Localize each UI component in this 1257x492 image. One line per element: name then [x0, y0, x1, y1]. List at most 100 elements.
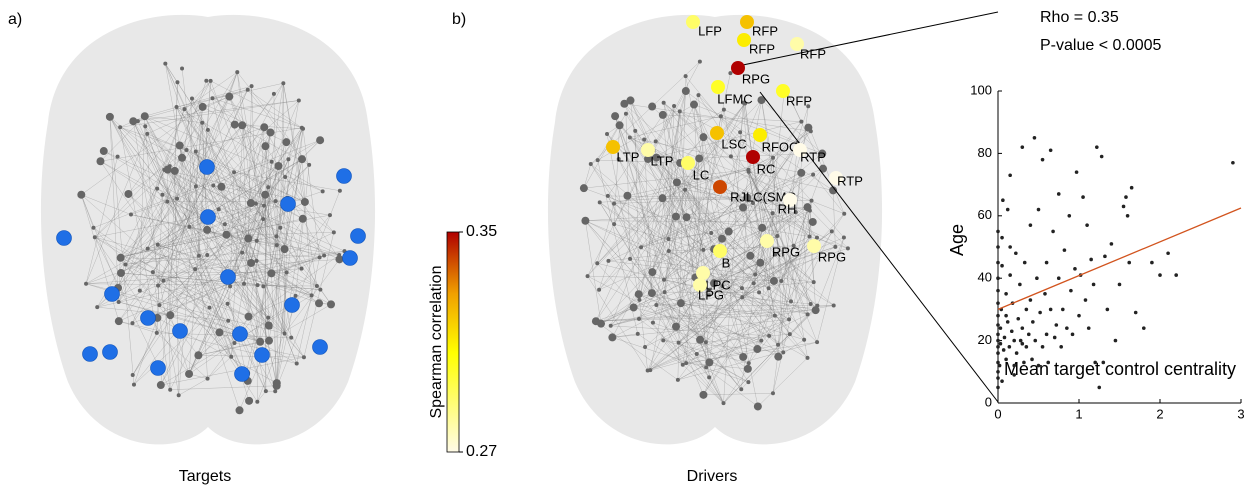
node	[799, 120, 803, 124]
node	[767, 286, 771, 290]
x-tick-label: 0	[994, 406, 1001, 421]
node	[639, 245, 643, 249]
colorbar-label: Spearman correlation	[428, 266, 445, 419]
node	[155, 331, 159, 335]
y-tick-label: 20	[978, 332, 992, 347]
point	[1025, 308, 1029, 312]
node	[77, 191, 85, 199]
target-node	[233, 327, 248, 342]
node	[93, 235, 97, 239]
driver-label: RPG	[742, 71, 770, 86]
node	[695, 154, 703, 162]
node	[177, 393, 181, 397]
node	[624, 112, 628, 116]
node	[672, 323, 680, 331]
node	[739, 387, 743, 391]
node	[266, 128, 274, 136]
node	[770, 277, 778, 285]
node	[616, 121, 624, 129]
node	[178, 154, 186, 162]
panel-label: a)	[8, 11, 22, 28]
node	[132, 383, 136, 387]
point	[1065, 326, 1069, 330]
point	[1118, 283, 1122, 287]
point	[1035, 276, 1039, 280]
node	[245, 397, 253, 405]
node	[628, 136, 632, 140]
node	[797, 169, 805, 177]
target-node	[201, 210, 216, 225]
point	[1029, 223, 1033, 227]
node	[832, 303, 836, 307]
node	[728, 71, 732, 75]
node	[194, 184, 198, 188]
point	[1134, 311, 1138, 315]
point	[1019, 339, 1023, 343]
node	[206, 128, 210, 132]
node	[210, 96, 214, 100]
node	[260, 123, 268, 131]
point	[999, 342, 1003, 346]
node	[130, 321, 134, 325]
point	[1053, 336, 1057, 340]
node	[722, 108, 726, 112]
point	[1004, 358, 1008, 362]
point	[1067, 214, 1071, 218]
node	[673, 178, 681, 186]
point	[1130, 186, 1134, 190]
node	[771, 391, 775, 395]
point	[996, 289, 1000, 293]
node	[729, 154, 733, 158]
node	[612, 222, 616, 226]
driver-label: RFOC	[762, 139, 799, 154]
node	[598, 200, 602, 204]
node	[240, 251, 244, 255]
node	[643, 345, 647, 349]
point	[1010, 329, 1014, 333]
node	[131, 373, 135, 377]
node	[200, 121, 204, 125]
point	[1022, 361, 1026, 365]
node	[651, 321, 655, 325]
node	[270, 160, 274, 164]
node	[182, 107, 186, 111]
node	[787, 317, 791, 321]
point	[1006, 320, 1010, 324]
node	[207, 306, 211, 310]
target-node	[255, 348, 270, 363]
driver-label: RFP	[786, 93, 812, 108]
target-node	[313, 340, 328, 355]
node	[318, 288, 322, 292]
point	[1021, 342, 1025, 346]
node	[229, 355, 233, 359]
point	[1025, 345, 1029, 349]
node	[776, 343, 780, 347]
y-tick-label: 0	[985, 394, 992, 409]
point	[1016, 317, 1020, 321]
node	[157, 381, 165, 389]
node	[244, 234, 252, 242]
node	[300, 126, 304, 130]
driver-label: LSC	[721, 136, 746, 151]
node	[247, 259, 255, 267]
node	[266, 316, 270, 320]
point	[1093, 361, 1097, 365]
node	[695, 352, 699, 356]
node	[124, 190, 132, 198]
node	[299, 215, 307, 223]
node	[819, 165, 827, 173]
node	[672, 213, 680, 221]
node	[261, 284, 265, 288]
node	[203, 226, 211, 234]
node	[802, 338, 806, 342]
node	[118, 125, 122, 129]
target-node	[281, 197, 296, 212]
point	[1030, 358, 1034, 362]
node	[256, 338, 264, 346]
driver-label: RH	[778, 201, 797, 216]
point	[1023, 261, 1027, 265]
point	[1095, 145, 1099, 149]
point	[1038, 311, 1042, 315]
target-node	[105, 287, 120, 302]
y-tick-label: 40	[978, 270, 992, 285]
